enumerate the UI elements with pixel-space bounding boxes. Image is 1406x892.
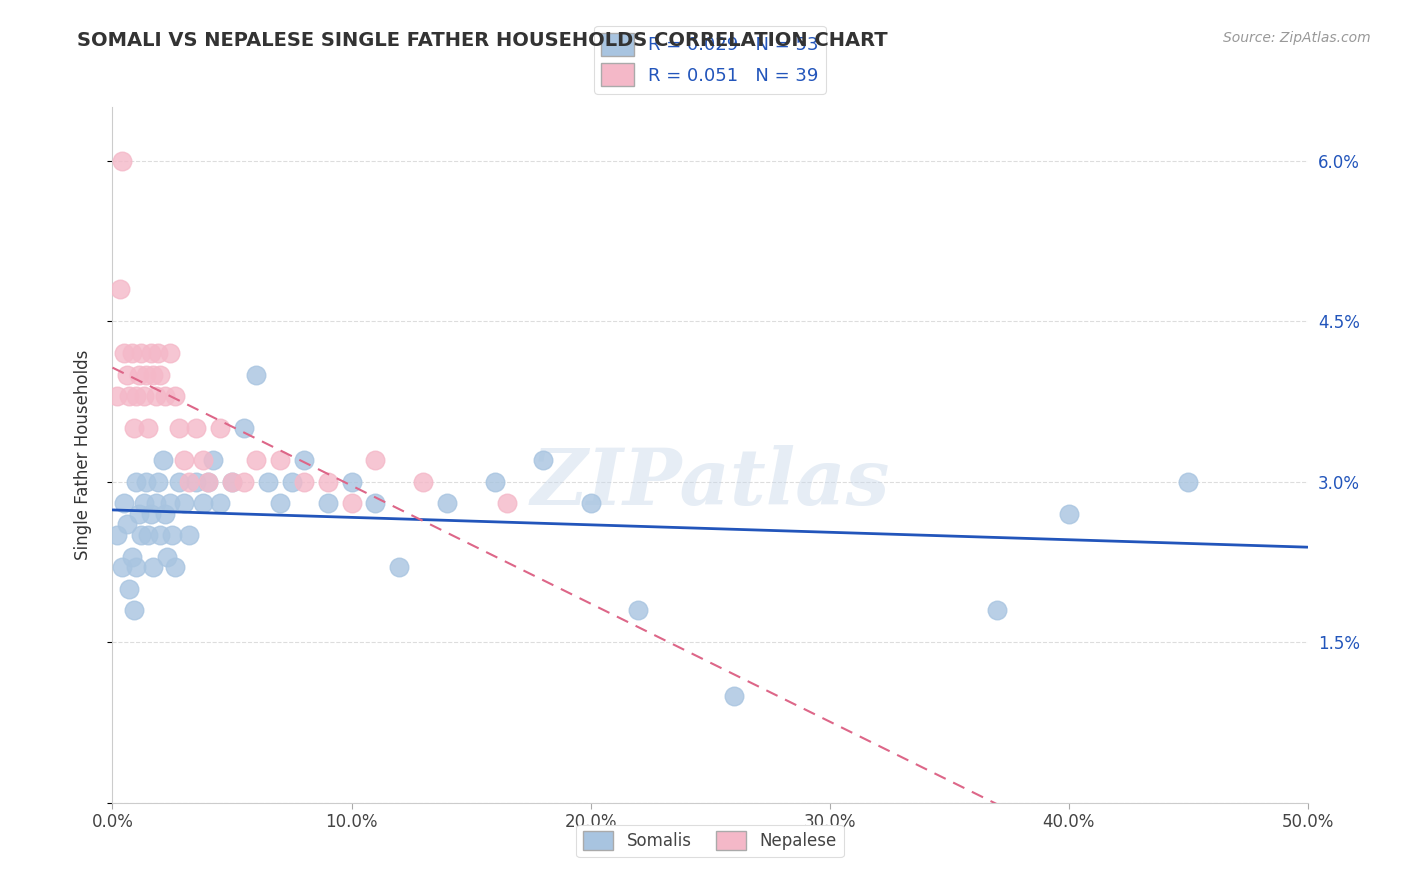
Point <box>121 346 143 360</box>
Point <box>388 560 411 574</box>
Point <box>292 475 315 489</box>
Point <box>142 368 165 382</box>
Point <box>125 475 148 489</box>
Text: SOMALI VS NEPALESE SINGLE FATHER HOUSEHOLDS CORRELATION CHART: SOMALI VS NEPALESE SINGLE FATHER HOUSEHO… <box>77 31 889 50</box>
Point <box>152 453 174 467</box>
Point <box>122 421 145 435</box>
Point <box>723 689 745 703</box>
Text: ZIPatlas: ZIPatlas <box>530 444 890 521</box>
Point <box>245 453 267 467</box>
Point <box>316 496 339 510</box>
Point <box>209 421 232 435</box>
Point <box>531 453 554 467</box>
Point <box>186 421 208 435</box>
Point <box>209 496 232 510</box>
Point <box>132 389 155 403</box>
Point <box>122 603 145 617</box>
Point <box>163 389 186 403</box>
Point <box>186 475 208 489</box>
Point <box>484 475 506 489</box>
Point <box>118 389 141 403</box>
Point <box>233 421 256 435</box>
Point <box>221 475 243 489</box>
Point <box>436 496 458 510</box>
Point <box>118 582 141 596</box>
Point <box>173 453 195 467</box>
Point <box>146 346 169 360</box>
Point <box>163 560 186 574</box>
Point <box>108 282 131 296</box>
Point <box>139 507 162 521</box>
Point <box>269 453 291 467</box>
Point <box>159 496 181 510</box>
Point <box>145 496 167 510</box>
Point <box>129 528 152 542</box>
Point <box>139 346 162 360</box>
Point <box>149 368 172 382</box>
Point <box>412 475 434 489</box>
Point <box>193 496 215 510</box>
Point <box>111 153 134 168</box>
Point <box>128 507 150 521</box>
Point <box>233 475 256 489</box>
Point <box>115 368 138 382</box>
Point <box>138 421 160 435</box>
Point <box>201 453 224 467</box>
Point <box>114 496 135 510</box>
Point <box>146 475 169 489</box>
Point <box>496 496 519 510</box>
Point <box>197 475 219 489</box>
Point <box>153 389 176 403</box>
Point <box>177 528 200 542</box>
Point <box>125 389 148 403</box>
Point <box>257 475 280 489</box>
Point <box>105 389 128 403</box>
Point <box>340 475 363 489</box>
Point <box>197 475 219 489</box>
Point <box>114 346 135 360</box>
Point <box>245 368 267 382</box>
Text: Source: ZipAtlas.com: Source: ZipAtlas.com <box>1223 31 1371 45</box>
Point <box>125 560 148 574</box>
Point <box>627 603 650 617</box>
Point <box>177 475 200 489</box>
Point <box>579 496 602 510</box>
Point <box>105 528 128 542</box>
Point <box>169 421 191 435</box>
Point <box>193 453 215 467</box>
Point <box>340 496 363 510</box>
Point <box>129 346 152 360</box>
Point <box>316 475 339 489</box>
Point <box>128 368 150 382</box>
Point <box>269 496 291 510</box>
Point <box>162 528 183 542</box>
Point <box>159 346 181 360</box>
Point <box>1177 475 1199 489</box>
Point <box>281 475 304 489</box>
Point <box>364 453 387 467</box>
Point <box>111 560 134 574</box>
Point <box>138 528 160 542</box>
Point <box>121 549 143 564</box>
Point <box>135 368 157 382</box>
Point <box>292 453 315 467</box>
Point <box>132 496 155 510</box>
Point <box>169 475 191 489</box>
Legend: Somalis, Nepalese: Somalis, Nepalese <box>576 824 844 857</box>
Y-axis label: Single Father Households: Single Father Households <box>73 350 91 560</box>
Point <box>1057 507 1080 521</box>
Point <box>364 496 387 510</box>
Point <box>149 528 172 542</box>
Point <box>153 507 176 521</box>
Point <box>115 517 138 532</box>
Point <box>142 560 165 574</box>
Point <box>156 549 179 564</box>
Point <box>173 496 195 510</box>
Point <box>145 389 167 403</box>
Point <box>135 475 157 489</box>
Point <box>221 475 243 489</box>
Point <box>986 603 1008 617</box>
